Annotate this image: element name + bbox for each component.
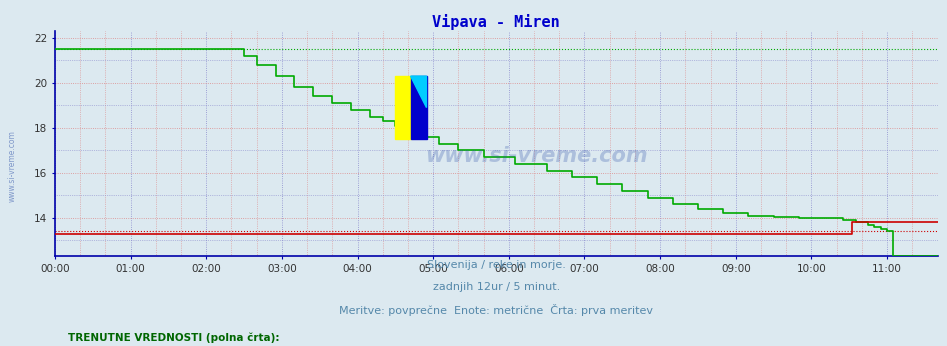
- Text: zadnjih 12ur / 5 minut.: zadnjih 12ur / 5 minut.: [433, 282, 560, 292]
- Bar: [395, 76, 411, 139]
- Text: Slovenija / reke in morje.: Slovenija / reke in morje.: [427, 260, 565, 270]
- Text: Meritve: povprečne  Enote: metrične  Črta: prva meritev: Meritve: povprečne Enote: metrične Črta:…: [339, 304, 653, 317]
- Polygon shape: [411, 76, 426, 108]
- Text: www.si-vreme.com: www.si-vreme.com: [425, 146, 649, 166]
- Text: TRENUTNE VREDNOSTI (polna črta):: TRENUTNE VREDNOSTI (polna črta):: [68, 332, 279, 343]
- Title: Vipava - Miren: Vipava - Miren: [433, 14, 560, 30]
- Bar: [411, 76, 426, 139]
- Text: www.si-vreme.com: www.si-vreme.com: [8, 130, 17, 202]
